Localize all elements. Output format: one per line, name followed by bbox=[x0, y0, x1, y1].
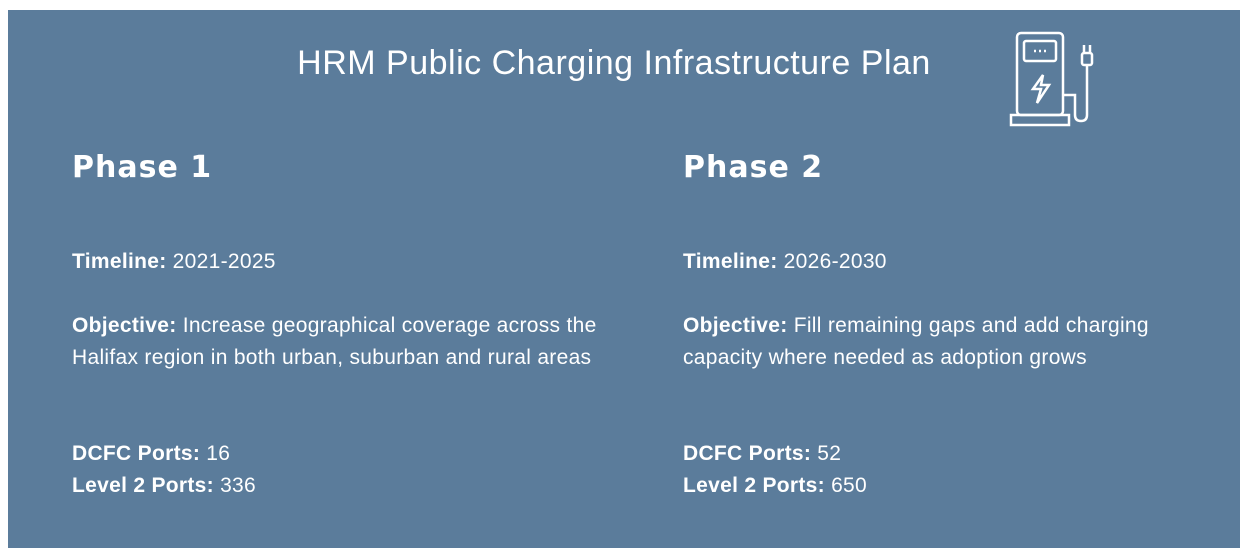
dcfc-ports-value: 52 bbox=[817, 442, 842, 465]
timeline-value: 2021-2025 bbox=[172, 250, 276, 273]
phase-column: Phase 2 Timeline: 2026-2030 Objective: Fil… bbox=[683, 150, 1223, 502]
level2-ports-value: 336 bbox=[220, 474, 257, 497]
spacer bbox=[683, 406, 1223, 438]
timeline-value: 2026-2030 bbox=[783, 250, 887, 273]
timeline-label: Timeline: bbox=[72, 250, 167, 273]
phase-column: Phase 1 Timeline: 2021-2025 Objective: Inc… bbox=[72, 150, 612, 502]
phase-heading: Phase 2 bbox=[683, 150, 824, 185]
objective-value: Fill remaining gaps and add charging cap… bbox=[683, 314, 1149, 369]
spacer bbox=[683, 278, 1223, 310]
charger-icon bbox=[1009, 31, 1094, 127]
level2-ports-value: 650 bbox=[831, 474, 868, 497]
dcfc-ports: DCFC Ports: 52 bbox=[683, 438, 1223, 470]
level2-ports: Level 2 Ports: 336 bbox=[72, 470, 612, 502]
spacer bbox=[72, 278, 612, 310]
dcfc-ports-label: DCFC Ports: bbox=[72, 442, 201, 465]
objective-label: Objective: bbox=[683, 314, 788, 337]
dcfc-ports-value: 16 bbox=[206, 442, 231, 465]
level2-ports: Level 2 Ports: 650 bbox=[683, 470, 1223, 502]
timeline: Timeline: 2021-2025 bbox=[72, 246, 612, 278]
dcfc-ports-label: DCFC Ports: bbox=[683, 442, 812, 465]
objective: Objective: Increase geographical coverag… bbox=[72, 310, 612, 406]
objective-value: Increase geographical coverage across th… bbox=[72, 314, 597, 369]
objective: Objective: Fill remaining gaps and add c… bbox=[683, 310, 1223, 406]
panel: HRM Public Charging Infrastructure Plan … bbox=[8, 10, 1240, 548]
title: HRM Public Charging Infrastructure Plan bbox=[297, 44, 931, 82]
phase-heading: Phase 1 bbox=[72, 150, 213, 185]
level2-ports-label: Level 2 Ports: bbox=[683, 474, 825, 497]
dcfc-ports: DCFC Ports: 16 bbox=[72, 438, 612, 470]
spacer bbox=[72, 406, 612, 438]
timeline: Timeline: 2026-2030 bbox=[683, 246, 1223, 278]
timeline-label: Timeline: bbox=[683, 250, 778, 273]
objective-label: Objective: bbox=[72, 314, 177, 337]
level2-ports-label: Level 2 Ports: bbox=[72, 474, 214, 497]
